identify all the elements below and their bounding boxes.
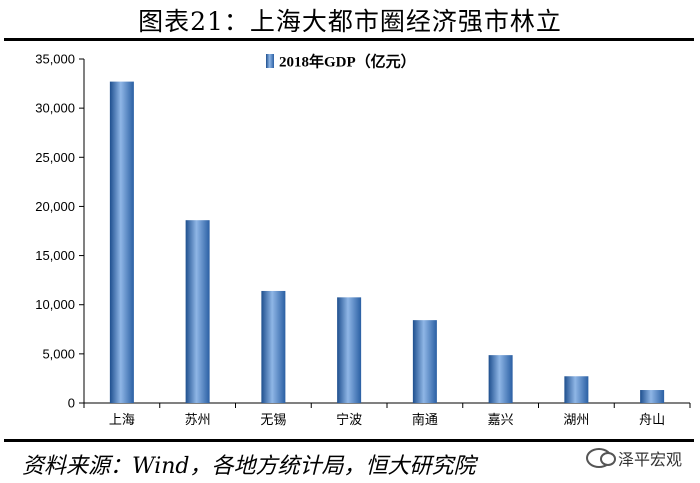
y-tick-label: 5,000 (42, 346, 75, 361)
y-tick-label: 15,000 (35, 248, 75, 263)
x-tick-label: 上海 (109, 413, 135, 428)
bar (488, 355, 513, 403)
bars (109, 81, 665, 403)
title-rule (4, 38, 694, 41)
x-tick-label: 嘉兴 (488, 413, 514, 428)
legend: 2018年GDP（亿元） (266, 53, 416, 71)
bar (412, 320, 437, 403)
bar (109, 81, 134, 403)
y-tick-label: 10,000 (35, 297, 75, 312)
bar (564, 376, 589, 403)
x-tick-label: 苏州 (185, 412, 211, 428)
x-tick-label: 宁波 (336, 412, 362, 428)
x-tick-label: 湖州 (563, 413, 589, 428)
y-tick-label: 35,000 (35, 52, 75, 67)
x-tick-label: 舟山 (639, 413, 665, 428)
y-axis: 0 5,000 10,000 15,000 20,000 25,000 30,000 35,0… (35, 52, 85, 411)
gdp-bar-chart: 0 5,000 10,000 15,000 20,000 25,000 30,000 35,0… (35, 52, 691, 428)
y-tick-label: 30,000 (35, 101, 75, 116)
x-axis: 上海 苏州 无锡 宁波 南通 嘉兴 湖州 舟山 (83, 402, 691, 428)
y-tick-label: 20,000 (35, 199, 75, 214)
bar (185, 220, 210, 403)
watermark: 泽平宏观 (585, 446, 682, 470)
footer-rule (4, 439, 694, 442)
x-tick-label: 无锡 (260, 413, 286, 428)
y-tick-label: 25,000 (35, 150, 75, 165)
legend-swatch (266, 54, 274, 68)
y-tick-label: 0 (68, 396, 75, 411)
bar (640, 390, 665, 403)
watermark-label: 泽平宏观 (617, 450, 682, 469)
bar (261, 290, 286, 403)
wechat-icon (585, 448, 616, 468)
source-note: 资料来源：Wind，各地方统计局，恒大研究院 (22, 454, 476, 479)
legend-label: 2018年GDP（亿元） (279, 53, 416, 71)
x-tick-label: 南通 (412, 412, 438, 428)
chart-title: 图表21：上海大都市圈经济强市林立 (138, 7, 562, 36)
bar (337, 297, 362, 403)
